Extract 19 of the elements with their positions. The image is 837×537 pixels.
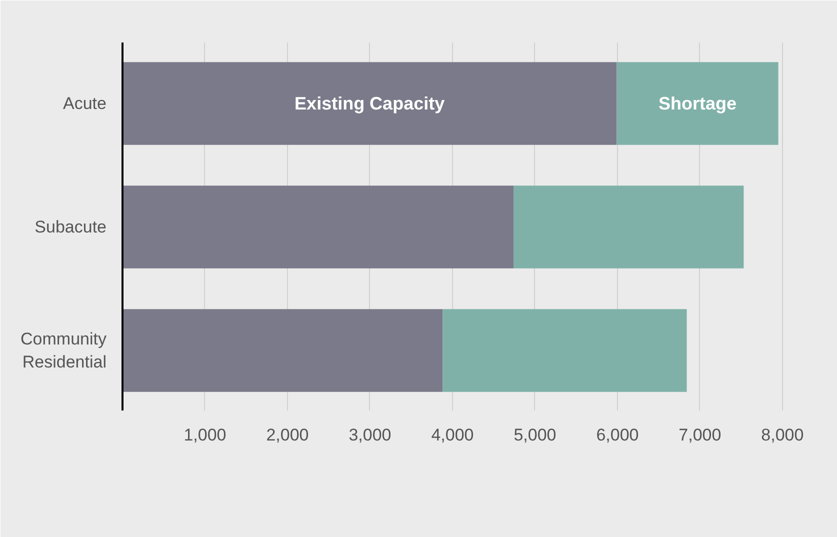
y-tick-label: Acute — [63, 94, 107, 114]
x-tick-label: 4,000 — [431, 426, 474, 444]
x-tick-label: 8,000 — [761, 426, 804, 444]
series-label: Shortage — [658, 94, 736, 114]
y-tick-label: Subacute — [34, 217, 107, 236]
x-tick-label: 6,000 — [596, 426, 639, 444]
x-tick-label: 5,000 — [514, 426, 556, 444]
bar — [122, 62, 617, 145]
bar — [122, 309, 443, 392]
x-tick-label: 7,000 — [678, 426, 722, 444]
bar — [122, 186, 514, 268]
bar — [616, 62, 778, 145]
x-tick-label: 2,000 — [266, 426, 309, 444]
x-tick-label: 1,000 — [184, 426, 226, 444]
bar — [442, 309, 687, 392]
series-label: Existing Capacity — [294, 94, 445, 114]
y-tick-label: Community Residential — [20, 330, 107, 372]
bar — [514, 186, 744, 268]
x-tick-label: 3,000 — [348, 426, 392, 444]
